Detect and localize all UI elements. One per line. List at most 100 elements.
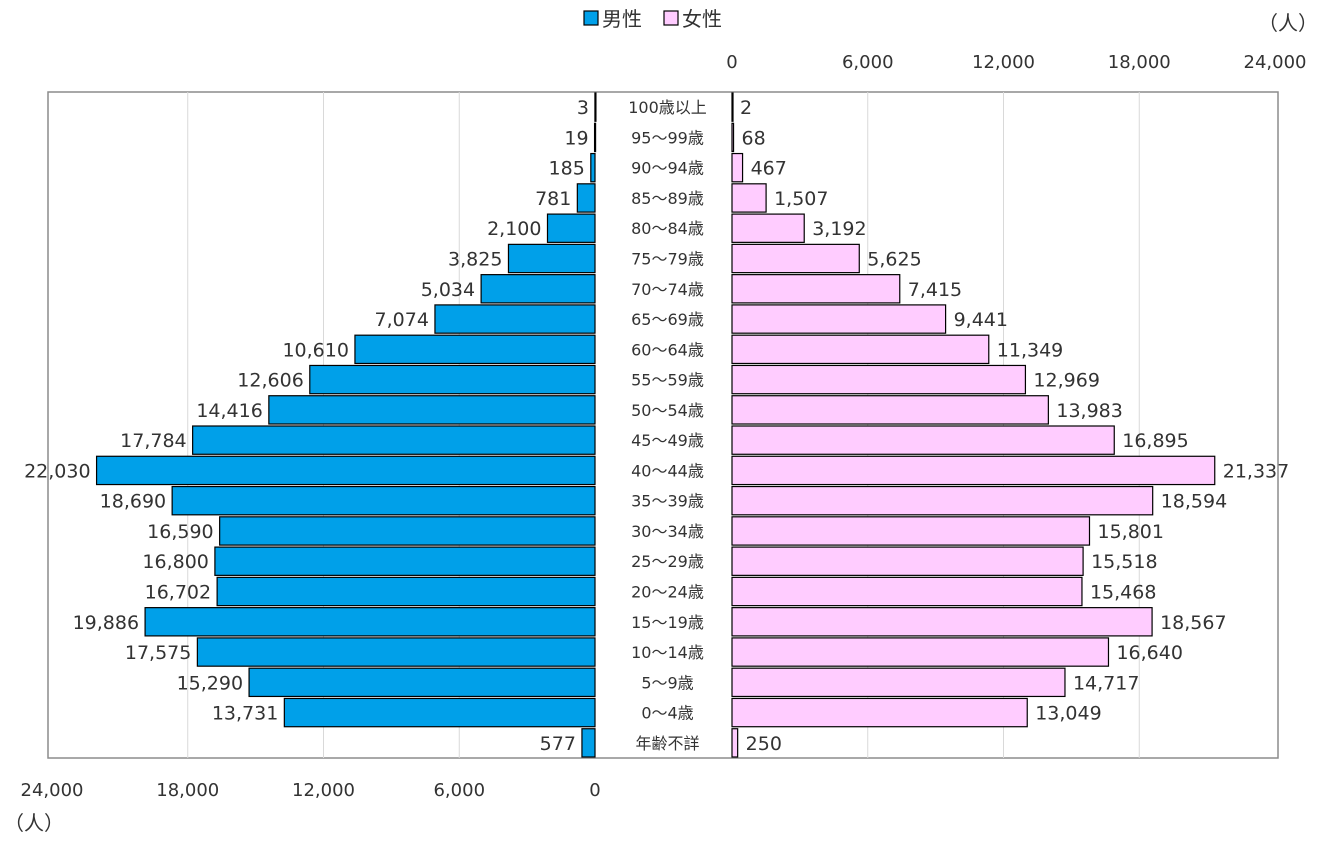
top-axis-tick-label: 12,000 (972, 52, 1035, 73)
male-bar (268, 395, 596, 425)
age-category-label: 100歳以上 (628, 98, 707, 117)
male-value-label: 12,606 (237, 370, 303, 392)
female-bar (731, 274, 901, 304)
male-bar (283, 697, 596, 728)
age-category-label: 5～9歳 (641, 673, 693, 692)
female-bar (731, 152, 744, 183)
male-bar (354, 334, 596, 365)
male-value-label: 17,784 (120, 430, 186, 452)
bottom-axis-tick-label: 6,000 (433, 780, 485, 801)
male-bar (309, 364, 596, 395)
male-value-label: 7,074 (375, 309, 429, 331)
male-value-label: 13,731 (212, 703, 278, 725)
age-category-label: 35～39歳 (631, 492, 704, 511)
male-value-label: 3,825 (448, 249, 502, 271)
female-bar (731, 334, 990, 365)
age-category-label: 95～99歳 (631, 128, 704, 147)
male-value-label: 3 (577, 97, 589, 119)
female-value-label: 9,441 (954, 309, 1008, 331)
male-value-label: 185 (549, 158, 585, 180)
female-value-label: 11,349 (997, 339, 1063, 361)
female-bar (731, 637, 1110, 667)
age-category-label: 80～84歳 (631, 219, 704, 238)
top-axis-tick-label: 24,000 (1244, 52, 1307, 73)
age-category-label: 85～89歳 (631, 189, 704, 208)
male-value-label: 10,610 (282, 339, 348, 361)
legend-label-male: 男性 (602, 7, 642, 31)
age-category-label: 55～59歳 (631, 371, 704, 390)
male-bar (434, 304, 596, 334)
male-bar (590, 152, 596, 183)
male-bar (144, 607, 596, 637)
age-category-label: 40～44歳 (631, 461, 704, 480)
age-category-label: 25～29歳 (631, 552, 704, 571)
age-category-label: 50～54歳 (631, 401, 704, 420)
female-bar (731, 667, 1066, 698)
female-value-label: 14,717 (1073, 672, 1139, 694)
female-bar (731, 425, 1115, 455)
female-bar (731, 364, 1027, 395)
bottom-axis-tick-label: 24,000 (21, 780, 84, 801)
age-category-label: 年齢不詳 (635, 734, 699, 753)
legend-label-female: 女性 (682, 7, 722, 31)
bottom-axis-tick-label: 12,000 (292, 780, 355, 801)
male-value-label: 22,030 (24, 460, 90, 482)
age-category-label: 10～14歳 (631, 643, 704, 662)
male-value-label: 14,416 (196, 400, 262, 422)
male-value-label: 18,690 (100, 491, 166, 513)
male-value-label: 781 (535, 188, 571, 210)
bottom-unit-label: （人） (4, 811, 64, 835)
male-value-label: 17,575 (125, 642, 191, 664)
female-bar (731, 92, 734, 122)
male-bar (593, 122, 597, 153)
age-category-label: 90～94歳 (631, 159, 704, 178)
age-category-label: 60～64歳 (631, 340, 704, 359)
male-bar (171, 485, 596, 516)
bottom-axis-tick-label: 18,000 (156, 780, 219, 801)
female-bar (731, 697, 1028, 728)
female-value-label: 16,895 (1122, 430, 1188, 452)
female-bar (731, 728, 739, 758)
male-bar (594, 92, 597, 122)
male-bar (507, 243, 596, 274)
male-bar (576, 183, 596, 213)
male-bar (581, 728, 596, 758)
male-value-label: 19,886 (73, 612, 139, 634)
female-value-label: 15,518 (1091, 551, 1157, 573)
female-bar (731, 576, 1083, 607)
age-category-label: 70～74歳 (631, 280, 704, 299)
female-value-label: 13,983 (1056, 400, 1122, 422)
female-value-label: 15,468 (1090, 582, 1156, 604)
female-value-label: 250 (746, 733, 782, 755)
male-bar (214, 546, 596, 576)
female-bar (731, 243, 860, 274)
female-bar (731, 455, 1216, 486)
female-value-label: 13,049 (1035, 703, 1101, 725)
female-bar (731, 607, 1153, 637)
male-value-label: 19 (564, 127, 588, 149)
female-value-label: 2 (740, 97, 752, 119)
female-value-label: 5,625 (867, 249, 921, 271)
male-value-label: 577 (540, 733, 576, 755)
top-unit-label: （人） (1258, 11, 1318, 35)
female-bar (731, 122, 735, 153)
male-value-label: 16,702 (145, 582, 211, 604)
age-category-label: 75～79歳 (631, 250, 704, 269)
male-value-label: 16,800 (142, 551, 208, 573)
female-value-label: 15,801 (1097, 521, 1163, 543)
male-bar (546, 213, 596, 243)
male-bar (219, 516, 596, 546)
female-value-label: 18,567 (1160, 612, 1226, 634)
female-bar (731, 485, 1154, 516)
male-bar (192, 425, 596, 455)
female-value-label: 18,594 (1161, 491, 1227, 513)
legend-swatch-female (663, 10, 679, 26)
top-axis-tick-label: 18,000 (1108, 52, 1171, 73)
female-value-label: 1,507 (774, 188, 828, 210)
legend-swatch-male (583, 10, 599, 26)
top-axis-tick-label: 0 (726, 52, 737, 73)
plot-area-frame (47, 91, 1279, 759)
female-bar (731, 546, 1084, 576)
age-category-label: 65～69歳 (631, 310, 704, 329)
